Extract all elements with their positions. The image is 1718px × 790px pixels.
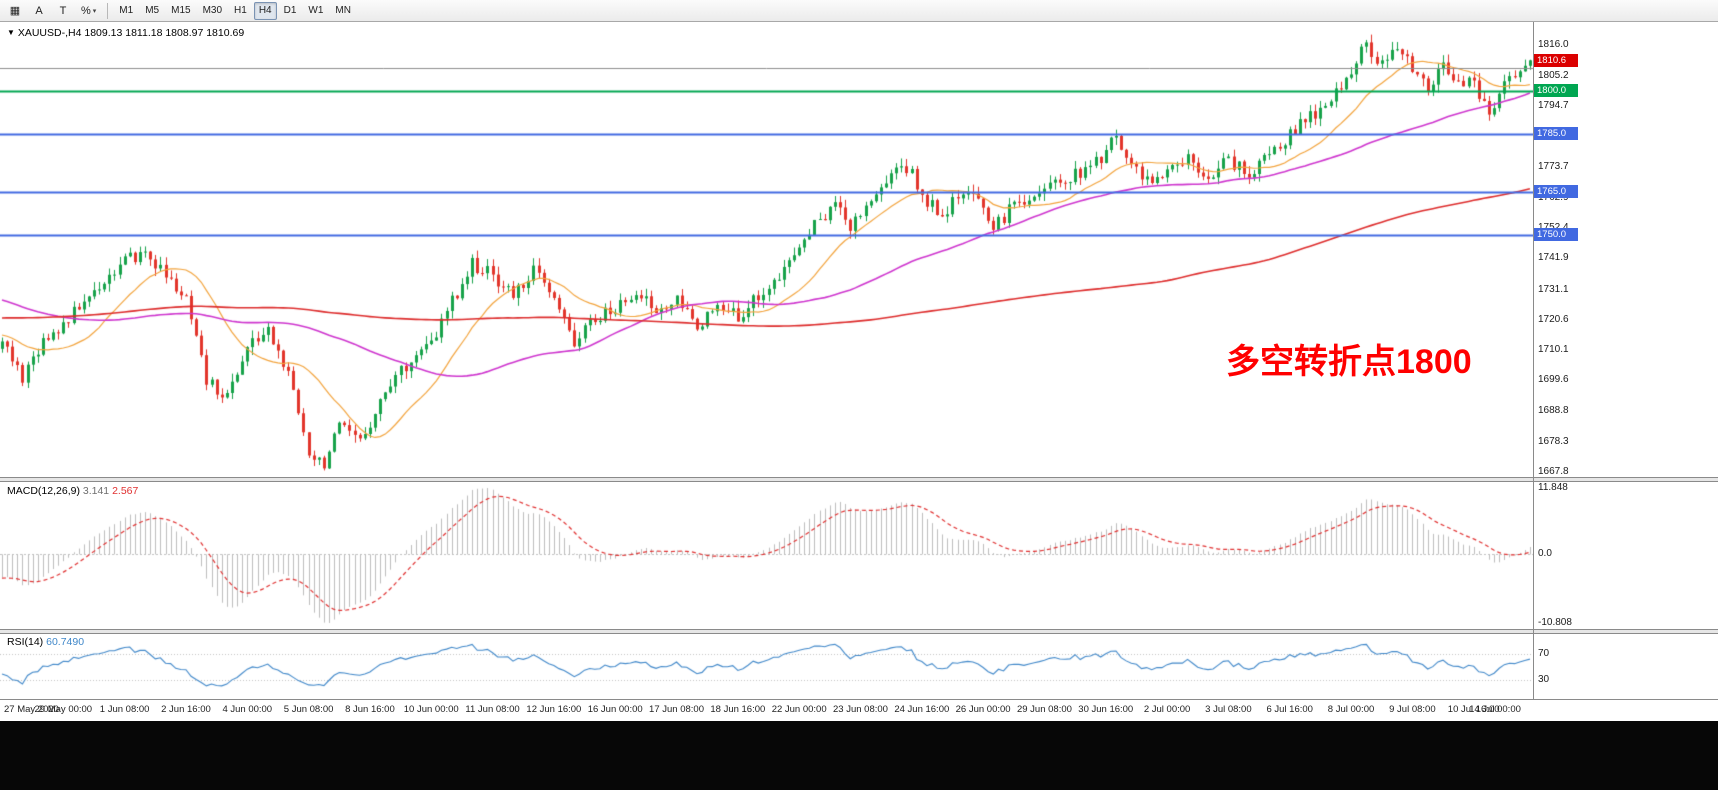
time-axis-label: 1 Jun 08:00 [99,704,150,715]
rsi-axis: 70 30 [1534,634,1718,699]
timeframe-button-m15[interactable]: M15 [166,2,195,20]
toolbar: ▦ A T % ▾ M1 M5 M15 M30 H1 H4 D1 W1 MN [0,0,1718,22]
timeframe-button-w1[interactable]: W1 [303,2,328,20]
price-tag-1800.0: 1800.0 [1534,84,1578,98]
price-axis-label: 1794.7 [1538,100,1569,112]
time-axis-label: 18 Jun 16:00 [710,704,766,715]
price-tag-1810.6: 1810.6 [1534,53,1578,67]
time-axis-label: 29 Jun 08:00 [1016,704,1072,715]
price-axis-label: 1805.2 [1538,70,1569,82]
price-chart-canvas[interactable] [0,22,1533,477]
price-axis-label: 1667.8 [1538,465,1569,477]
panel-separator-macd[interactable] [0,477,1718,482]
macd-axis-label: 0.0 [1538,548,1552,560]
macd-signal-value: 2.567 [112,485,139,497]
macd-axis-label: 11.848 [1538,482,1568,493]
dropdown-caret-icon: ▾ [92,7,97,15]
price-axis[interactable]: 1816.01805.21794.71773.71762.91752.41741… [1534,22,1718,477]
time-axis-label: 2 Jun 16:00 [161,704,211,715]
price-axis-label: 1752.4 [1538,222,1569,233]
rsi-label: RSI(14) 60.7490 [7,636,84,648]
time-axis-label: 29 May 00:00 [34,704,93,715]
toolbar-separator [107,2,109,19]
price-axis-label: 1720.6 [1538,313,1569,325]
macd-label: MACD(12,26,9) 3.141 2.567 [7,485,138,497]
time-axis-label: 3 Jul 08:00 [1205,704,1252,715]
chart-shift-icon: ▼ [7,28,15,37]
bottom-black-bar [0,721,1718,790]
price-axis-label: 1741.9 [1538,252,1569,264]
text-label-button[interactable]: T [52,2,74,20]
chart-annotation-text: 多空转折点1800 [1226,343,1472,381]
time-axis-label: 12 Jun 16:00 [526,704,582,715]
price-tag-1765.0: 1765.0 [1534,184,1578,198]
time-axis-label: 22 Jun 00:00 [771,704,827,715]
time-axis-label: 6 Jul 16:00 [1266,704,1313,715]
macd-name: MACD(12,26,9) [7,485,80,497]
chart-window-icon[interactable]: ▦ [4,2,26,20]
time-axis-label: 30 Jun 16:00 [1078,704,1134,715]
panel-separator-rsi[interactable] [0,629,1718,634]
time-axis-label: 27 May 2020 [4,704,59,715]
chart-info-label: ▼ XAUUSD-,H4 1809.13 1811.18 1808.97 181… [7,27,244,39]
price-tag-1785.0: 1785.0 [1534,127,1578,141]
macd-main-value: 3.141 [82,485,110,497]
time-axis-label: 11 Jun 08:00 [465,704,520,715]
time-axis-label: 10 Jun 00:00 [403,704,459,715]
time-axis-label: 14 Jul 00:00 [1469,704,1521,715]
time-axis-label: 26 Jun 00:00 [955,704,1011,715]
rsi-indicator-canvas[interactable] [0,634,1533,699]
line-studies-button[interactable]: % ▾ [76,2,101,20]
time-axis-label: 5 Jun 08:00 [283,704,334,715]
timeframe-button-m5[interactable]: M5 [140,2,164,20]
time-axis[interactable]: 27 May 2020 29 May 00:00 1 Jun 08:00 2 Jun … [0,699,1718,721]
timeframe-button-mn[interactable]: MN [330,2,356,20]
time-axis-label: 8 Jun 16:00 [345,704,395,715]
time-axis-label: 10 Jul 16:00 [1447,704,1500,715]
macd-indicator-canvas[interactable] [0,482,1533,629]
chart-symbol-period: XAUUSD-,H4 [17,27,82,39]
price-axis-label: 1773.7 [1538,160,1569,172]
price-axis-label: 1688.8 [1538,405,1569,417]
price-axis-label: 1710.1 [1538,344,1569,355]
rsi-axis-label: 70 [1538,647,1550,659]
time-axis-label: 23 Jun 08:00 [833,704,888,715]
time-axis-label: 8 Jul 00:00 [1327,704,1375,715]
timeframe-button-h1[interactable]: H1 [229,2,252,20]
timeframe-buttons: M1 M5 M15 M30 H1 H4 D1 W1 MN [113,1,357,20]
time-axis-label: 24 Jun 16:00 [894,704,950,715]
price-axis-label: 1816.0 [1538,39,1569,51]
price-axis-label: 1699.6 [1538,374,1569,386]
percent-icon: % [81,4,91,17]
time-axis-label: 16 Jun 00:00 [587,704,643,715]
price-axis-label: 1678.3 [1538,435,1569,447]
text-a-icon: A [35,4,43,17]
insert-text-button[interactable]: A [28,2,50,20]
price-axis-label: 1731.1 [1538,283,1569,295]
timeframe-button-m1[interactable]: M1 [114,2,138,20]
timeframe-button-m30[interactable]: M30 [198,2,227,20]
timeframe-button-h4[interactable]: H4 [253,1,277,20]
time-axis-label: 4 Jun 00:00 [222,704,273,715]
price-tag-1750.0: 1750.0 [1534,228,1578,242]
rsi-axis-label: 30 [1538,673,1550,685]
time-axis-label: 17 Jun 08:00 [649,704,704,715]
candlestick-chart-icon: ▦ [9,5,21,17]
macd-axis: 11.848 0.0 -10.808 [1534,482,1718,629]
rsi-name: RSI(14) [7,636,44,648]
timeframe-button-d1[interactable]: D1 [279,2,302,20]
chart-ohlc-values: 1809.13 1811.18 1808.97 1810.69 [84,27,245,39]
axis-separator-line [1533,22,1534,699]
text-t-icon: T [59,4,67,17]
macd-axis-label: -10.808 [1538,617,1572,628]
time-axis-label: 2 Jul 00:00 [1143,704,1191,715]
rsi-value: 60.7490 [46,636,85,648]
time-axis-label: 9 Jul 08:00 [1389,704,1436,715]
